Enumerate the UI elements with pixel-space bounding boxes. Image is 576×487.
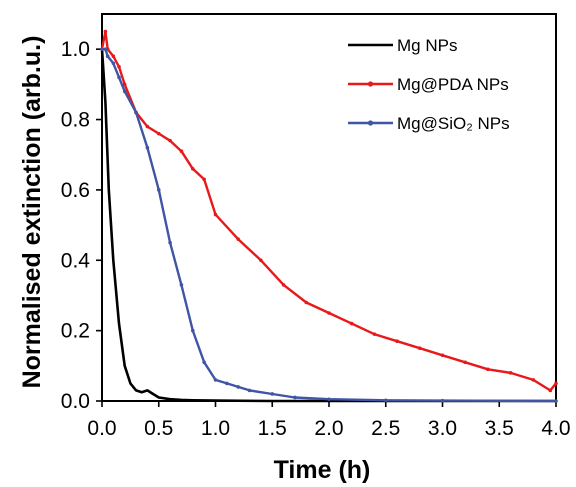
data-point [145, 124, 150, 129]
x-tick-label: 3.0 [428, 417, 457, 440]
y-tick-label: 1.0 [61, 38, 90, 61]
plot-area [101, 13, 557, 402]
data-point [100, 47, 104, 51]
plot-frame [101, 13, 557, 402]
data-point [179, 283, 184, 287]
y-tick-label: 0.6 [61, 179, 90, 202]
legend-label: Mg@SiO₂ NPs [397, 114, 510, 133]
x-tick-label: 1.0 [201, 417, 230, 440]
data-point [327, 397, 331, 402]
legend-label: Mg NPs [397, 36, 457, 55]
x-tick-label: 2.5 [371, 417, 400, 440]
data-point [554, 399, 558, 403]
data-point [117, 75, 121, 80]
data-point [531, 378, 536, 382]
legend-marker [367, 120, 374, 126]
y-tick-label: 0.4 [61, 249, 91, 272]
series-3 [100, 47, 558, 403]
data-point [122, 82, 127, 87]
x-tick-label: 4.0 [541, 417, 570, 440]
data-point [247, 388, 252, 393]
data-point [486, 367, 490, 372]
series-line [100, 49, 556, 403]
data-point [293, 395, 297, 400]
data-point [111, 61, 116, 66]
series-lines [100, 29, 558, 403]
legend-item: Mg NPs [348, 36, 457, 55]
data-point [179, 149, 184, 154]
data-point [191, 167, 195, 171]
legend-item: Mg@PDA NPs [348, 75, 509, 94]
data-point [117, 64, 121, 69]
x-axis-title: Time (h) [274, 456, 371, 484]
data-point [463, 360, 468, 365]
y-axis-title: Normalised extinction (arb.u.) [18, 36, 46, 389]
data-point [213, 378, 218, 382]
data-point [548, 388, 553, 393]
data-point [327, 311, 331, 315]
data-point [304, 300, 309, 305]
legend-label: Mg@PDA NPs [397, 75, 509, 94]
data-point [122, 89, 127, 94]
data-point [111, 54, 116, 59]
data-point [202, 360, 206, 365]
data-point [349, 321, 354, 326]
legend-marker [367, 81, 374, 87]
data-point [103, 29, 108, 34]
series-1 [100, 49, 556, 403]
data-point [281, 283, 286, 287]
data-point [259, 258, 263, 263]
y-tick-label: 0.0 [61, 390, 90, 413]
data-point [236, 385, 240, 389]
data-point [236, 237, 240, 241]
data-point [103, 47, 108, 51]
legend: Mg NPs Mg@PDA NPs Mg@SiO₂ NPs [348, 36, 510, 133]
series-line [102, 48, 557, 403]
data-point [191, 328, 195, 333]
data-point [168, 138, 172, 143]
data-point [508, 371, 513, 375]
data-point [440, 398, 445, 403]
legend-item: Mg@SiO₂ NPs [348, 114, 510, 133]
x-tick-label: 0.0 [87, 417, 116, 440]
data-point [105, 54, 110, 59]
data-point [134, 110, 138, 115]
data-point [383, 398, 388, 403]
axes: 0.0 0.5 1.0 1.5 2.0 2.5 3.0 3.5 4.0 0.0 0.2 0.4 0.6 0… [61, 38, 571, 440]
y-tick-label: 0.2 [61, 320, 90, 343]
data-point [156, 188, 161, 192]
x-tick-label: 1.5 [258, 417, 287, 440]
data-point [202, 177, 206, 182]
data-point [213, 212, 218, 217]
data-point [372, 332, 377, 336]
data-point [225, 381, 229, 386]
x-tick-label: 0.5 [144, 417, 173, 440]
data-point [168, 240, 172, 245]
data-point [440, 353, 445, 358]
data-point [395, 339, 399, 343]
data-point [270, 392, 275, 396]
data-point [156, 131, 161, 136]
data-point [554, 381, 558, 386]
data-point [145, 145, 150, 150]
x-tick-label: 3.5 [485, 417, 514, 440]
data-point [418, 346, 422, 351]
series-line [100, 30, 557, 392]
y-tick-label: 0.8 [61, 109, 90, 132]
series-2 [100, 29, 558, 393]
x-tick-label: 2.0 [314, 417, 343, 440]
